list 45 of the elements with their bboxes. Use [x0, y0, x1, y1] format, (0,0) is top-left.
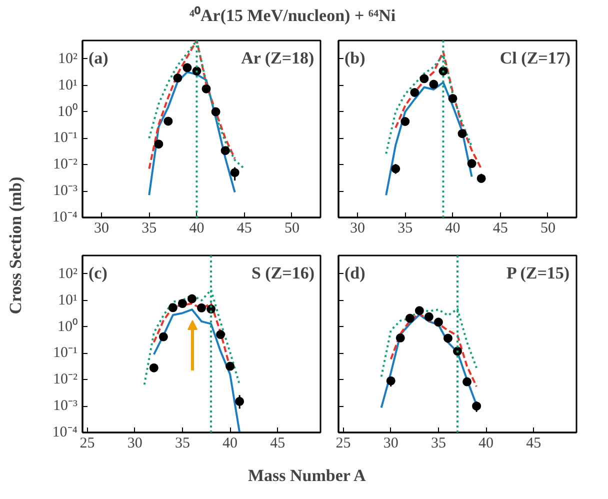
x-tick-label: 35	[430, 436, 446, 452]
x-tick-label: 40	[478, 436, 494, 452]
x-tick-label: 45	[270, 436, 286, 452]
annotation: (c)	[88, 264, 108, 282]
x-tick-label: 50	[540, 220, 556, 236]
x-axis-title: Mass Number A	[248, 466, 366, 485]
x-tick-label: 35	[142, 220, 157, 236]
x-tick-label: 30	[383, 436, 398, 452]
annotation: (b)	[344, 48, 366, 68]
x-tick-label: 30	[127, 436, 142, 452]
x-tick-label: 50	[284, 220, 300, 236]
annotation: Cl (Z=17)	[500, 48, 571, 68]
x-tick-label: 45	[526, 436, 542, 452]
x-tick-label: 30	[94, 220, 110, 236]
y-tick-label: 10²	[58, 266, 78, 282]
x-tick-label: 40	[189, 220, 204, 236]
y-tick-label: 10⁻¹	[53, 345, 78, 362]
y-tick-label: 10¹	[58, 292, 78, 308]
y-tick-label: 10⁻¹	[53, 130, 78, 146]
y-tick-label: 10⁰	[58, 102, 78, 120]
annotation: (a)	[88, 48, 108, 68]
x-tick-label: 40	[445, 220, 460, 236]
y-axis-title: Cross Section (mb)	[6, 176, 25, 314]
x-tick-label: 35	[398, 220, 413, 236]
chart-title: ⁴⁰Ar(15 MeV/nucleon) + ⁶⁴Ni	[189, 6, 396, 25]
y-tick-label: 10⁻³	[53, 398, 78, 414]
x-tick-label: 45	[492, 220, 508, 236]
annotation: (d)	[344, 264, 366, 282]
x-tick-label: 30	[350, 220, 366, 236]
y-tick-label: 10⁻²	[53, 156, 78, 173]
annotation: P (Z=15)	[506, 264, 570, 282]
x-tick-label: 25	[80, 436, 95, 452]
x-tick-label: 35	[174, 436, 190, 452]
annotation: S (Z=16)	[251, 264, 315, 282]
y-tick-label: 10⁻⁴	[52, 210, 78, 226]
y-tick-label: 10⁻³	[53, 183, 78, 200]
x-tick-label: 25	[336, 436, 351, 452]
y-tick-label: 10⁻⁴	[52, 424, 78, 440]
y-tick-label: 10²	[58, 50, 78, 67]
y-tick-label: 10¹	[58, 77, 78, 94]
x-tick-label: 40	[222, 436, 238, 452]
y-tick-label: 10⁻²	[53, 372, 78, 388]
x-tick-label: 45	[236, 220, 252, 236]
annotation: Ar (Z=18)	[241, 48, 314, 68]
y-tick-label: 10⁰	[58, 318, 78, 335]
